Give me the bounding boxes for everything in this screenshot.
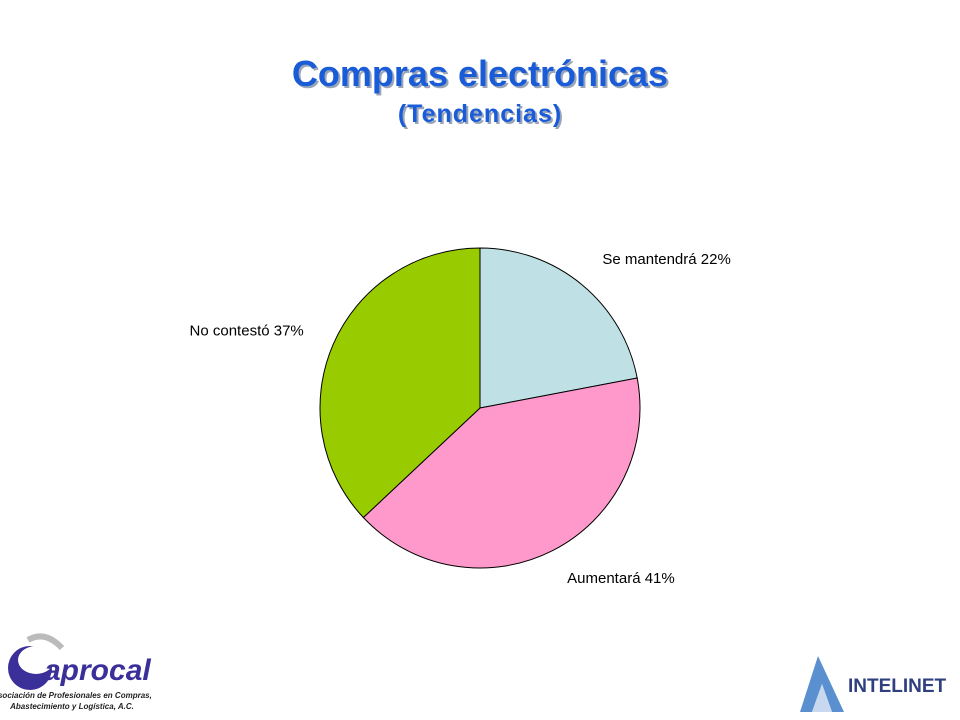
slice-label: Se mantendrá 22%	[602, 251, 730, 268]
pie-slice	[319, 247, 481, 519]
pie: Se mantendrá 22% Aumentará 41% No contestó…	[190, 247, 731, 587]
pie-slice	[479, 247, 638, 409]
slice-label: No contestó 37%	[190, 323, 304, 340]
logo-mark	[26, 633, 65, 651]
slice-label: Aumentará 41%	[567, 570, 675, 587]
logo-caption: Abastecimiento y Logística, A.C.	[9, 702, 134, 711]
slice-value: 41%	[645, 570, 675, 587]
chart-subtitle: (Tendencias)	[398, 100, 562, 128]
pie-slice	[362, 377, 641, 569]
slice-value: 22%	[701, 251, 731, 268]
logo-text: INTELINET	[848, 676, 947, 697]
slice-category: Se mantendrá	[602, 251, 697, 268]
logo-mark	[812, 684, 832, 712]
aprocal-logo: aprocal Asociación de Profesionales en C…	[0, 633, 152, 711]
slice-category: Aumentará	[567, 570, 641, 587]
title-shadow: Compras electrónicas	[294, 55, 670, 96]
logo-mark	[18, 646, 54, 674]
logo-text: aprocal	[44, 654, 151, 687]
subtitle-shadow: (Tendencias)	[400, 102, 564, 130]
chart-title: Compras electrónicas	[292, 53, 668, 94]
intelinet-logo: INTELINET	[800, 656, 947, 712]
logo-caption: Asociación de Profesionales en Compras,	[0, 691, 152, 700]
slice-value: 37%	[274, 323, 304, 340]
slice-category: No contestó	[190, 323, 270, 340]
